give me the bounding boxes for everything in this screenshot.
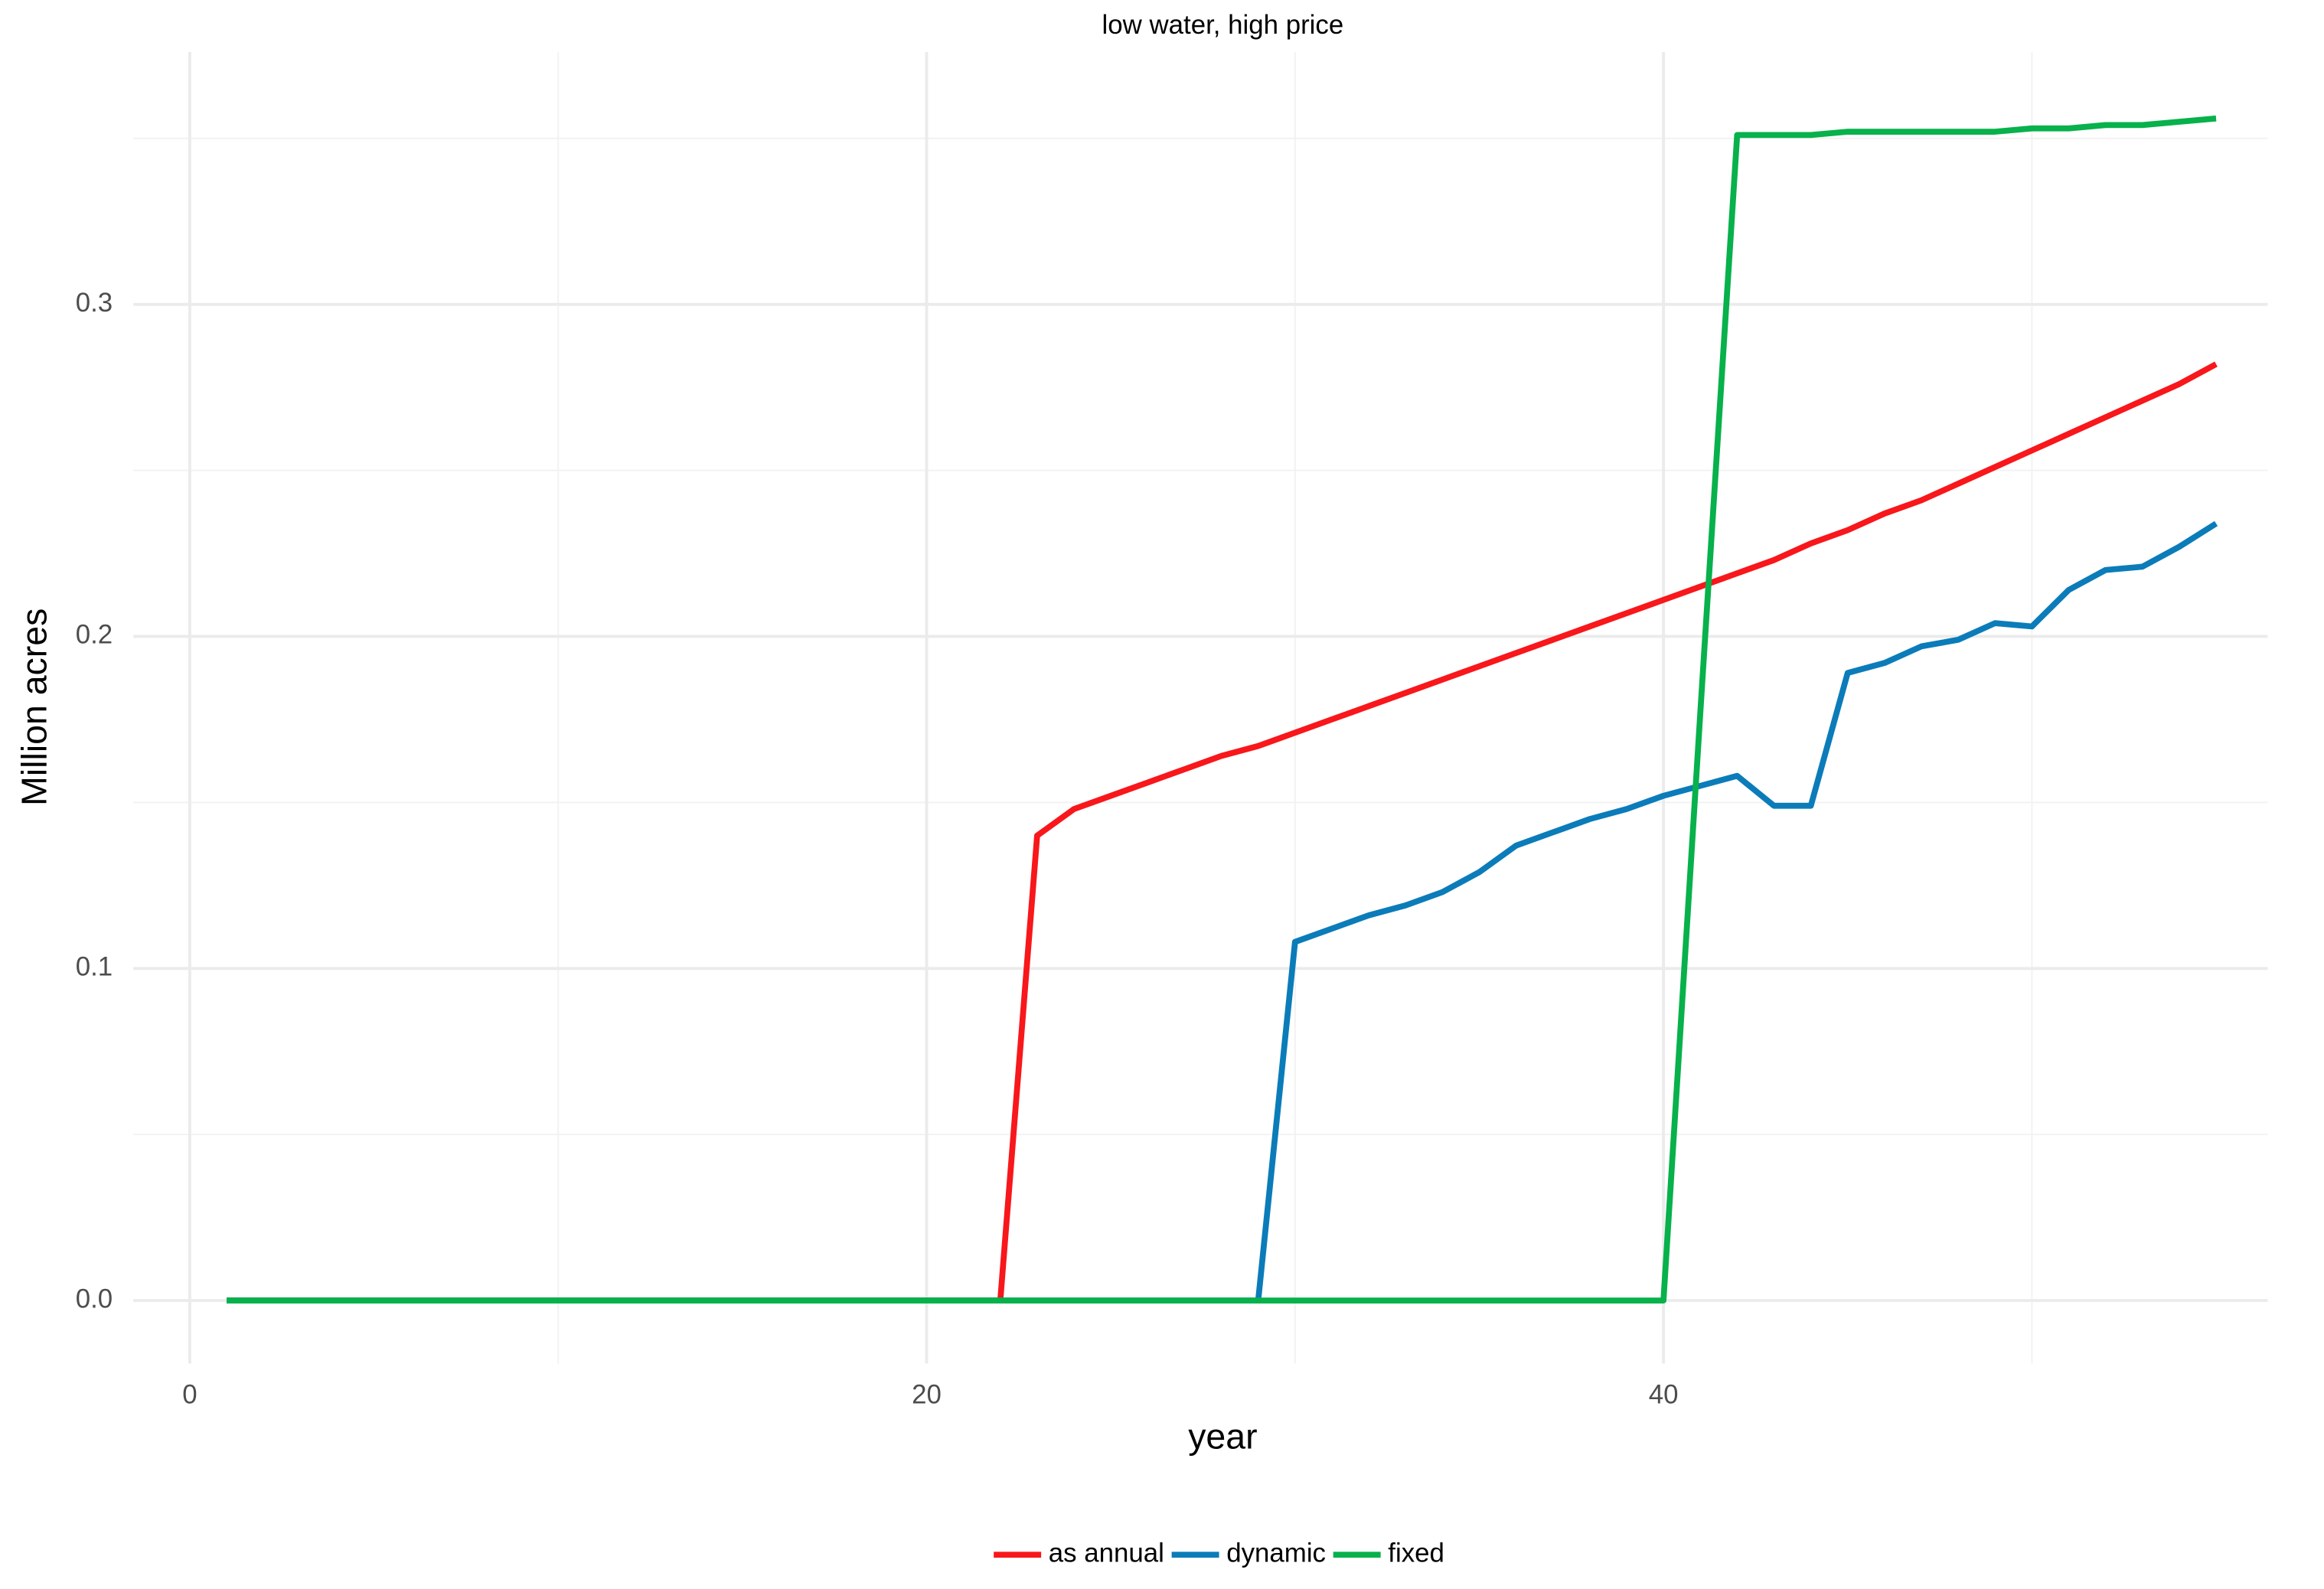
x-tick-label: 0 [182, 1379, 197, 1409]
legend-item: fixed [1333, 1538, 1444, 1568]
legend-label: dynamic [1226, 1538, 1326, 1568]
x-tick-label: 40 [1649, 1379, 1679, 1409]
y-axis-label: Million acres [15, 609, 54, 806]
y-tick-label: 0.0 [76, 1284, 113, 1313]
legend-item: dynamic [1171, 1538, 1326, 1568]
y-tick-label: 0.2 [76, 620, 113, 650]
legend-item: as annual [994, 1538, 1164, 1568]
legend-label: fixed [1388, 1538, 1444, 1568]
chart-title: low water, high price [1102, 10, 1344, 40]
grid: 0 20 40 0.0 0.1 0.2 0.3 [76, 51, 2268, 1409]
x-axis-label: year [1188, 1417, 1257, 1457]
y-tick-label: 0.3 [76, 288, 113, 318]
legend-label: as annual [1049, 1538, 1164, 1568]
lines [227, 115, 2218, 1304]
series-line [227, 361, 2218, 1304]
y-tick-label: 0.1 [76, 951, 113, 981]
x-tick-label: 20 [912, 1379, 942, 1409]
legend: as annual dynamic fixed [994, 1538, 1444, 1568]
series-line [227, 115, 2217, 1304]
series-line [227, 520, 2218, 1304]
